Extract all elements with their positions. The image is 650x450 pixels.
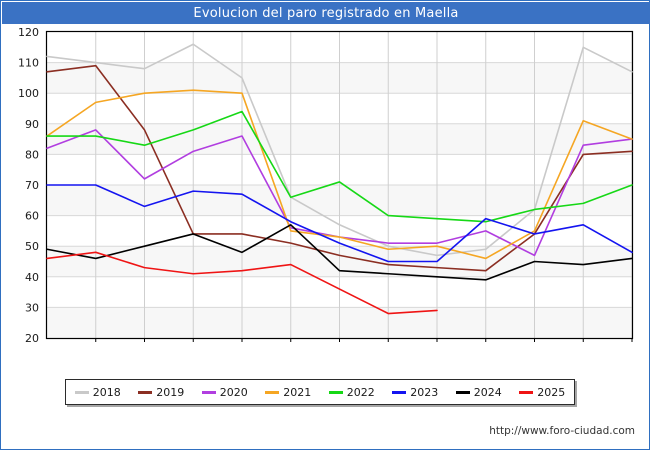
legend-swatch-icon: [74, 390, 89, 394]
x-tick-label: JUL: [379, 345, 398, 346]
x-tick-label: ENE: [85, 345, 107, 346]
legend-item-2021[interactable]: 2021: [265, 386, 311, 399]
y-tick-label: 90: [25, 118, 39, 131]
legend-label: 2024: [473, 385, 502, 399]
legend-label: 2022: [346, 385, 375, 399]
x-tick-label: MAR: [181, 345, 206, 346]
y-tick-label: 40: [25, 271, 39, 284]
legend-label: 2018: [92, 385, 121, 399]
legend-swatch-icon: [201, 390, 216, 394]
legend-item-2023[interactable]: 2023: [392, 386, 438, 399]
line-chart: 20 30 40 50 60 70 80 90 100 110 120 ENE FEB MAR ABR MA…: [18, 26, 642, 346]
legend-label: 2023: [410, 385, 439, 399]
y-tick-label: 70: [25, 179, 39, 192]
x-tick-label: OCT: [523, 345, 546, 346]
y-tick-label: 120: [18, 26, 39, 39]
y-tick-label: 30: [25, 301, 39, 314]
legend-item-2022[interactable]: 2022: [328, 385, 375, 399]
legend-label: 2020: [219, 385, 248, 399]
series-line-2021: [46, 89, 633, 260]
series-line-2023: [46, 184, 633, 263]
legend-swatch-icon: [138, 390, 153, 394]
chart-legend: 2018 2019 2020 2021 2022 2023 2024 2025: [65, 379, 575, 405]
window-title-bar: Evolucion del paro registrado en Maella: [2, 2, 650, 24]
x-tick-label: AGO: [425, 345, 450, 346]
x-tick-label: FEB: [134, 345, 155, 346]
legend-swatch-icon: [265, 390, 280, 394]
x-tick-label: DIC: [622, 345, 642, 346]
x-tick-label: JUN: [329, 345, 350, 346]
legend-item-2025[interactable]: 2025: [519, 386, 565, 399]
page-title: Evolucion del paro registrado en Maella: [193, 5, 459, 21]
y-tick-label: 60: [25, 210, 39, 223]
legend-swatch-icon: [455, 390, 470, 394]
legend-item-2018[interactable]: 2018: [74, 385, 121, 399]
footer-url: http://www.foro-ciudad.com: [489, 425, 635, 437]
legend-label: 2021: [283, 385, 312, 399]
series-line-2024: [46, 223, 633, 281]
legend-swatch-icon: [392, 390, 407, 394]
y-tick-label: 50: [25, 240, 39, 253]
legend-label: 2025: [537, 385, 566, 399]
legend-item-2020[interactable]: 2020: [201, 385, 248, 399]
series-line-2022: [46, 110, 633, 223]
x-axis-tick-labels: ENE FEB MAR ABR MAY JUN JUL AGO SEP OCT NOV DIC: [85, 338, 642, 346]
y-tick-label: 20: [25, 332, 39, 345]
legend-item-2019[interactable]: 2019: [138, 386, 184, 399]
series-line-2025: [46, 251, 438, 315]
legend-label: 2019: [156, 385, 185, 399]
legend-swatch-icon: [328, 390, 343, 394]
y-axis-tick-labels: 20 30 40 50 60 70 80 90 100 110 120: [18, 26, 39, 345]
x-tick-label: MAY: [279, 345, 302, 346]
data-series-group: [46, 43, 633, 315]
x-tick-label: SEP: [475, 345, 496, 346]
x-tick-label: NOV: [571, 345, 596, 346]
y-tick-label: 80: [25, 148, 39, 161]
y-tick-label: 110: [18, 57, 39, 70]
legend-swatch-icon: [519, 390, 534, 394]
plot-area: 20 30 40 50 60 70 80 90 100 110 120 ENE FEB MAR ABR MA…: [1, 24, 650, 346]
y-tick-label: 100: [18, 87, 39, 100]
x-tick-label: ABR: [231, 345, 254, 346]
legend-item-2024[interactable]: 2024: [455, 385, 502, 399]
